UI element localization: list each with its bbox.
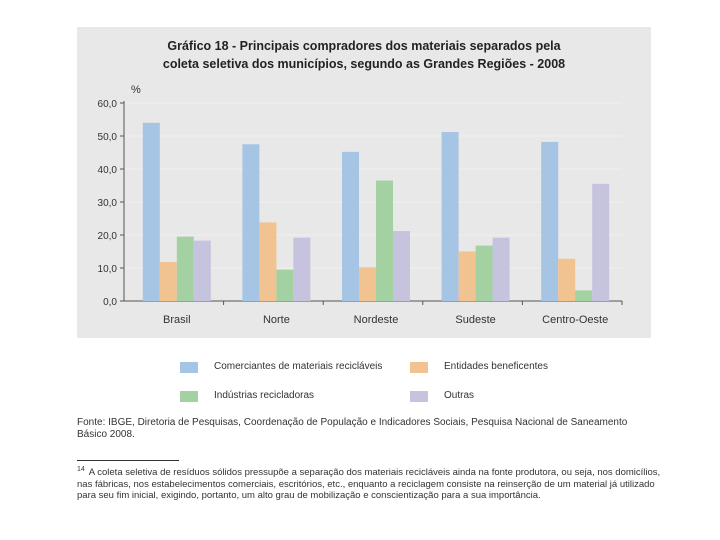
bar xyxy=(558,258,576,301)
legend-swatch xyxy=(410,362,428,373)
chart-panel: Gráfico 18 - Principais compradores dos … xyxy=(77,27,651,338)
legend-label: Indústrias recicladoras xyxy=(214,390,315,401)
x-tick-label: Sudeste xyxy=(455,314,495,326)
bar xyxy=(293,237,311,301)
legend-label: Comerciantes de materiais recicláveis xyxy=(214,361,383,372)
y-tick-label: 40,0 xyxy=(98,165,118,176)
legend-label: Outras xyxy=(444,390,475,401)
bar xyxy=(441,132,459,301)
bar xyxy=(176,236,194,301)
bar-chart: % 0,0 10,0 20,0 30,0 40,0 50,0 60,0 Brasil Norte N… xyxy=(98,84,623,326)
x-tick-label: Brasil xyxy=(163,314,191,326)
bar xyxy=(193,240,211,301)
legend-swatch xyxy=(180,362,198,373)
bar xyxy=(458,251,476,301)
footnote-marker: 14 xyxy=(77,466,85,473)
bar xyxy=(575,290,593,301)
y-tick-label: 0,0 xyxy=(103,297,117,308)
bar xyxy=(393,231,410,301)
x-tick-label: Norte xyxy=(263,314,290,326)
legend-label: Entidades beneficentes xyxy=(444,361,548,372)
bar xyxy=(276,269,294,301)
x-tick-label: Centro-Oeste xyxy=(542,314,608,326)
legend-swatch xyxy=(410,391,428,402)
x-tick-label: Nordeste xyxy=(354,314,399,326)
footnote-text: A coleta seletiva de resíduos sólidos pr… xyxy=(77,467,661,502)
bar xyxy=(159,262,177,301)
bar xyxy=(259,222,277,301)
bar xyxy=(142,122,160,301)
y-tick-label: 20,0 xyxy=(98,231,118,242)
legend-swatch xyxy=(180,391,198,402)
bar xyxy=(475,245,493,301)
bar xyxy=(592,183,610,301)
footnote: 14 A coleta seletiva de resíduos sólidos … xyxy=(77,464,662,502)
bar xyxy=(541,141,559,301)
source-note: Fonte: IBGE, Diretoria de Pesquisas, Coo… xyxy=(77,417,628,440)
y-tick-label: 30,0 xyxy=(98,198,118,209)
chart-title-line-1: Gráfico 18 - Principais compradores dos … xyxy=(167,39,561,53)
chart-title-line-2: coleta seletiva dos municípios, segundo … xyxy=(162,57,566,71)
y-tick-label: 60,0 xyxy=(98,99,118,110)
footnote-divider xyxy=(77,460,179,461)
bar xyxy=(376,180,393,301)
bar xyxy=(342,151,359,301)
bar xyxy=(242,144,260,301)
y-tick-label: 50,0 xyxy=(98,132,118,143)
chart-title: Gráfico 18 - Principais compradores dos … xyxy=(77,37,651,73)
bar xyxy=(359,267,376,301)
y-tick-label: 10,0 xyxy=(98,264,118,275)
y-axis-label: % xyxy=(131,84,141,96)
bar xyxy=(492,237,510,301)
